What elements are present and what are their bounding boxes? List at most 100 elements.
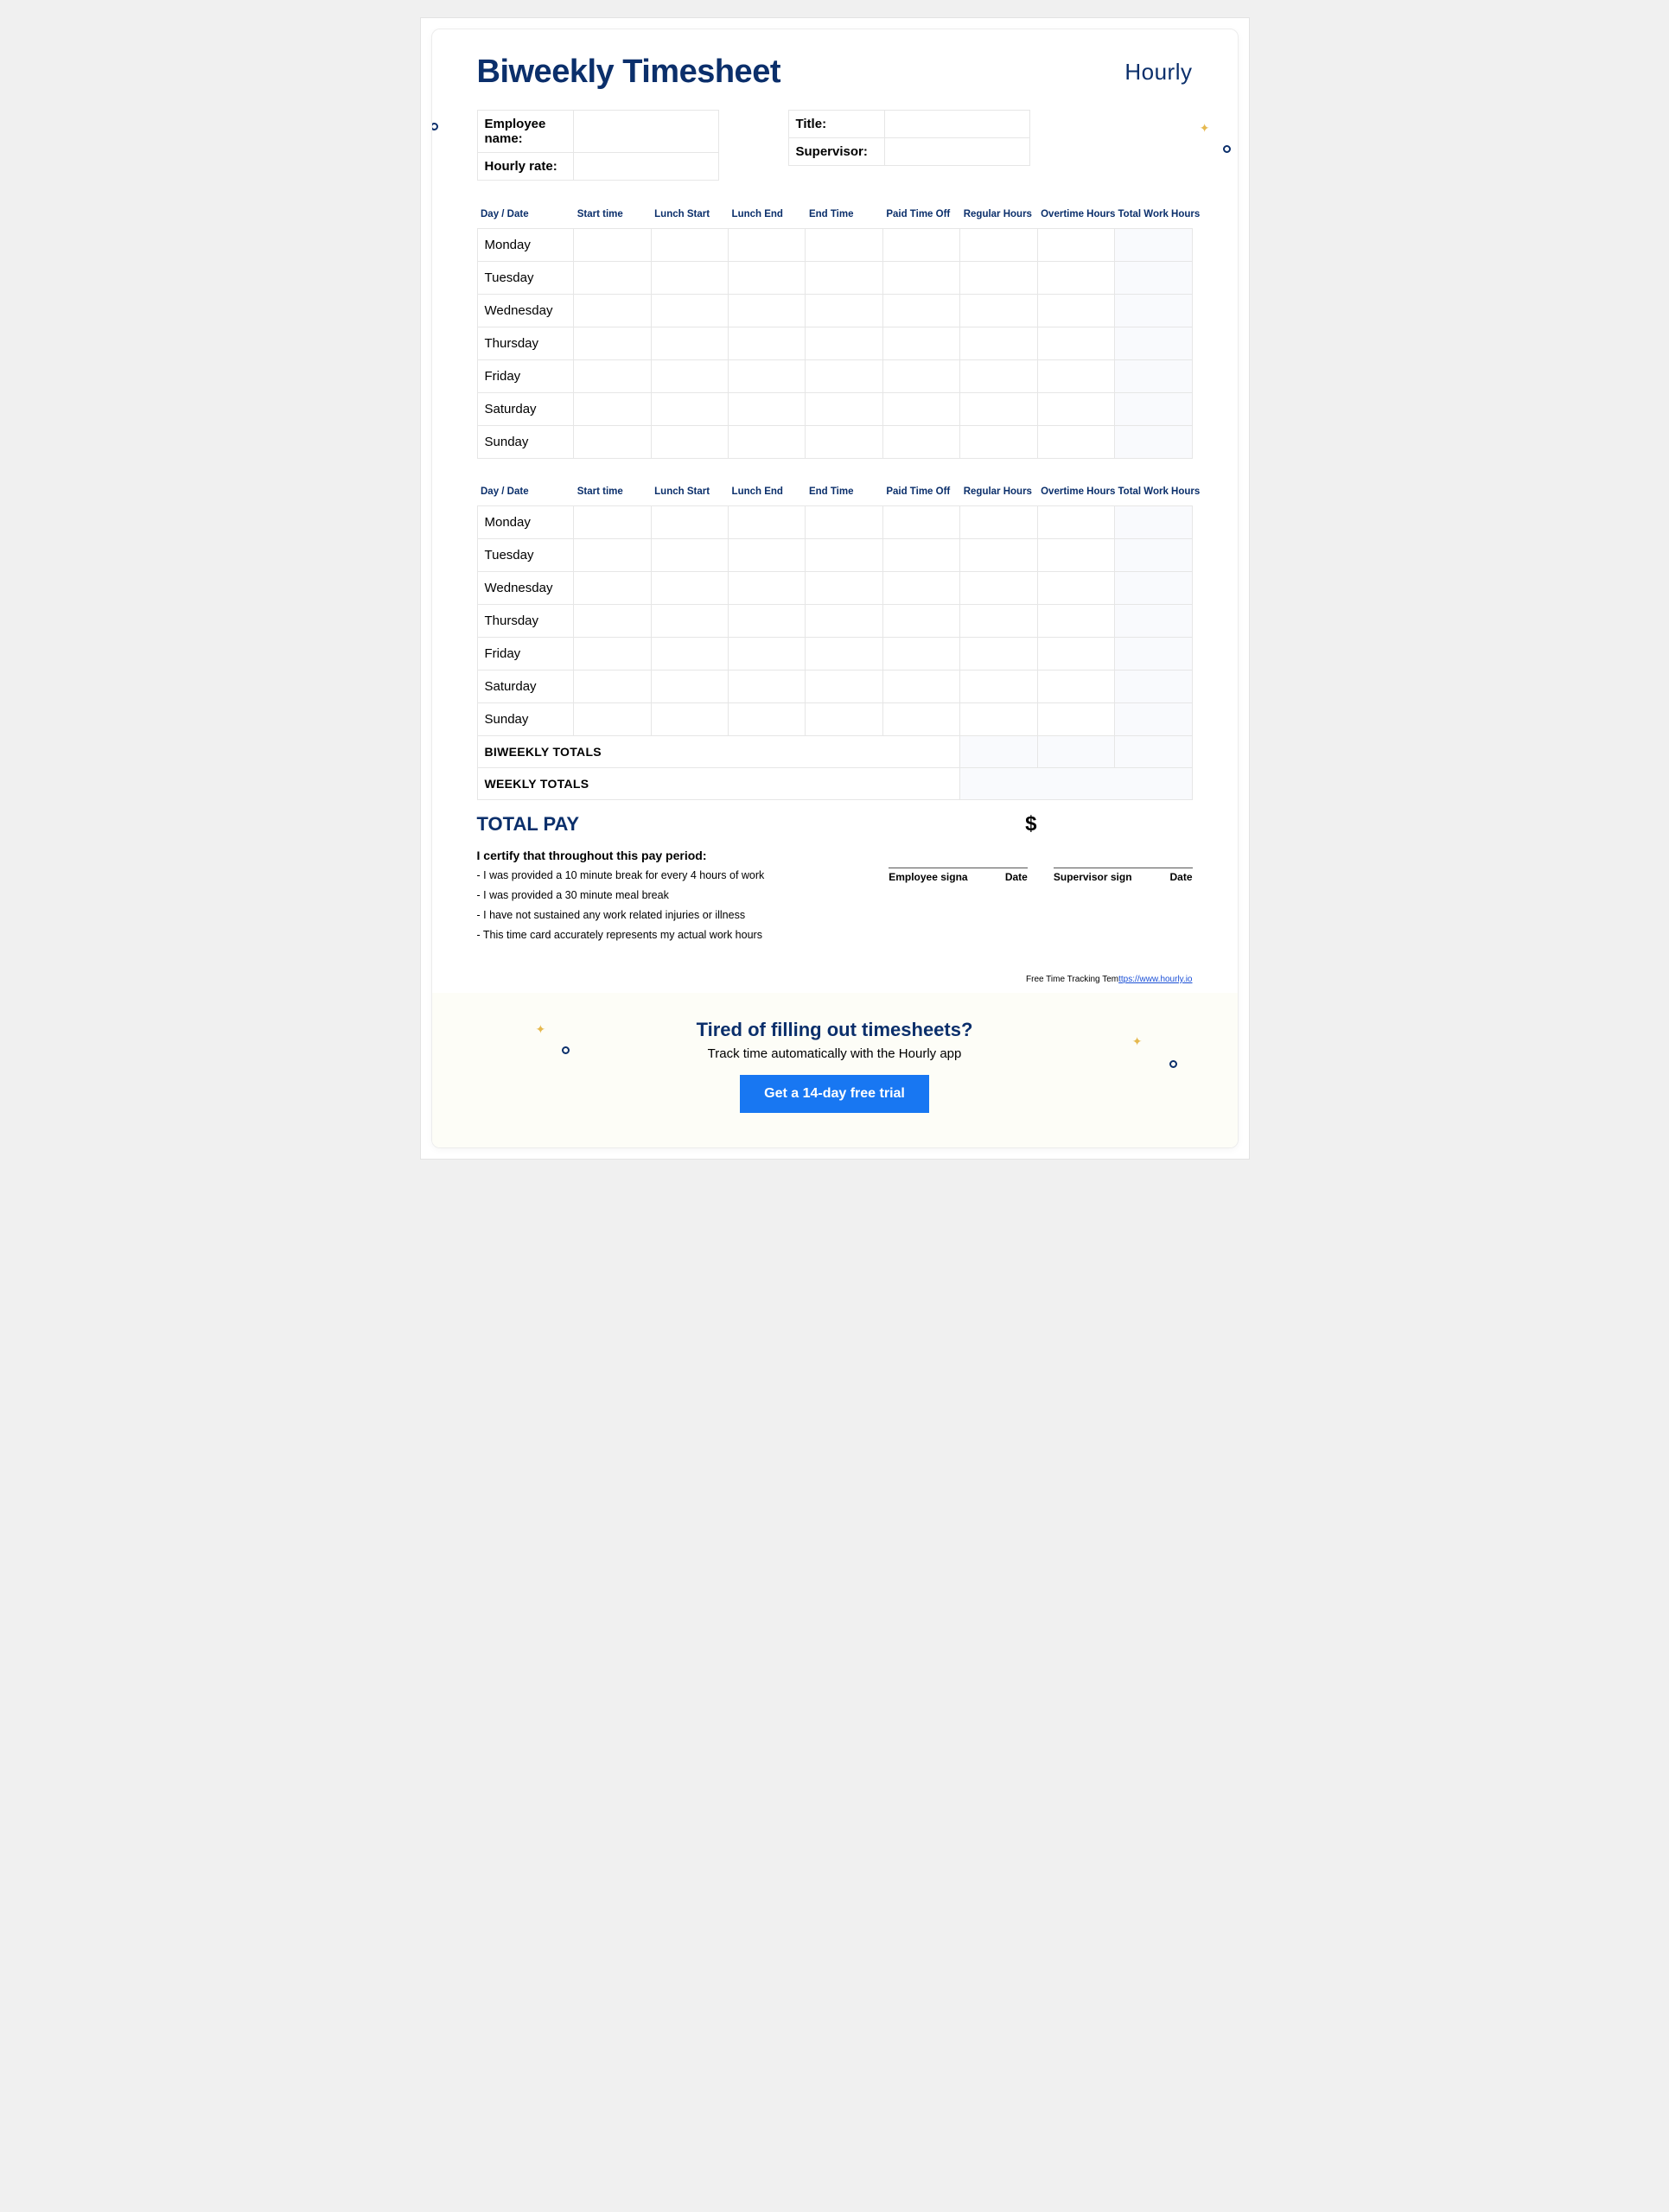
time-cell[interactable] xyxy=(806,295,882,327)
time-cell[interactable] xyxy=(651,426,728,459)
time-cell[interactable] xyxy=(1115,572,1193,605)
time-cell[interactable] xyxy=(806,506,882,539)
time-cell[interactable] xyxy=(1037,539,1114,572)
time-cell[interactable] xyxy=(960,295,1037,327)
time-cell[interactable] xyxy=(882,703,959,736)
time-cell[interactable] xyxy=(574,703,651,736)
biweekly-regular-total[interactable] xyxy=(960,736,1037,768)
time-cell[interactable] xyxy=(574,295,651,327)
time-cell[interactable] xyxy=(960,393,1037,426)
time-cell[interactable] xyxy=(1037,671,1114,703)
time-cell[interactable] xyxy=(574,638,651,671)
time-cell[interactable] xyxy=(574,506,651,539)
time-cell[interactable] xyxy=(1115,506,1193,539)
time-cell[interactable] xyxy=(1037,327,1114,360)
time-cell[interactable] xyxy=(960,229,1037,262)
employee-signature-block[interactable]: Employee signa Date xyxy=(889,868,1028,949)
time-cell[interactable] xyxy=(882,506,959,539)
employee-name-input[interactable] xyxy=(573,111,718,152)
time-cell[interactable] xyxy=(729,295,806,327)
time-cell[interactable] xyxy=(1115,539,1193,572)
time-cell[interactable] xyxy=(960,539,1037,572)
time-cell[interactable] xyxy=(882,605,959,638)
time-cell[interactable] xyxy=(574,327,651,360)
time-cell[interactable] xyxy=(882,327,959,360)
time-cell[interactable] xyxy=(882,572,959,605)
supervisor-signature-block[interactable]: Supervisor sign Date xyxy=(1054,868,1193,949)
time-cell[interactable] xyxy=(651,506,728,539)
time-cell[interactable] xyxy=(574,360,651,393)
time-cell[interactable] xyxy=(1115,360,1193,393)
title-input[interactable] xyxy=(884,111,1029,137)
time-cell[interactable] xyxy=(1037,229,1114,262)
time-cell[interactable] xyxy=(729,262,806,295)
time-cell[interactable] xyxy=(882,229,959,262)
time-cell[interactable] xyxy=(574,229,651,262)
time-cell[interactable] xyxy=(651,539,728,572)
hourly-rate-input[interactable] xyxy=(573,153,718,180)
time-cell[interactable] xyxy=(806,671,882,703)
time-cell[interactable] xyxy=(882,295,959,327)
time-cell[interactable] xyxy=(1115,229,1193,262)
time-cell[interactable] xyxy=(1115,638,1193,671)
time-cell[interactable] xyxy=(651,605,728,638)
time-cell[interactable] xyxy=(1037,605,1114,638)
time-cell[interactable] xyxy=(806,262,882,295)
time-cell[interactable] xyxy=(882,360,959,393)
time-cell[interactable] xyxy=(1037,638,1114,671)
time-cell[interactable] xyxy=(729,506,806,539)
time-cell[interactable] xyxy=(729,229,806,262)
free-trial-button[interactable]: Get a 14-day free trial xyxy=(740,1075,929,1113)
time-cell[interactable] xyxy=(806,605,882,638)
time-cell[interactable] xyxy=(1115,295,1193,327)
time-cell[interactable] xyxy=(1037,262,1114,295)
footer-link[interactable]: ttps://www.hourly.io xyxy=(1118,975,1192,984)
time-cell[interactable] xyxy=(1115,605,1193,638)
time-cell[interactable] xyxy=(574,605,651,638)
time-cell[interactable] xyxy=(651,229,728,262)
time-cell[interactable] xyxy=(574,262,651,295)
time-cell[interactable] xyxy=(574,671,651,703)
time-cell[interactable] xyxy=(960,638,1037,671)
time-cell[interactable] xyxy=(729,638,806,671)
time-cell[interactable] xyxy=(960,262,1037,295)
time-cell[interactable] xyxy=(729,605,806,638)
time-cell[interactable] xyxy=(1115,262,1193,295)
time-cell[interactable] xyxy=(806,426,882,459)
time-cell[interactable] xyxy=(729,360,806,393)
time-cell[interactable] xyxy=(651,360,728,393)
time-cell[interactable] xyxy=(729,703,806,736)
time-cell[interactable] xyxy=(1115,671,1193,703)
time-cell[interactable] xyxy=(806,539,882,572)
time-cell[interactable] xyxy=(1115,327,1193,360)
time-cell[interactable] xyxy=(729,671,806,703)
time-cell[interactable] xyxy=(651,703,728,736)
time-cell[interactable] xyxy=(1037,703,1114,736)
time-cell[interactable] xyxy=(806,393,882,426)
time-cell[interactable] xyxy=(729,572,806,605)
time-cell[interactable] xyxy=(1037,572,1114,605)
time-cell[interactable] xyxy=(960,605,1037,638)
time-cell[interactable] xyxy=(574,572,651,605)
time-cell[interactable] xyxy=(1037,426,1114,459)
time-cell[interactable] xyxy=(651,327,728,360)
time-cell[interactable] xyxy=(806,572,882,605)
time-cell[interactable] xyxy=(729,426,806,459)
time-cell[interactable] xyxy=(1037,295,1114,327)
time-cell[interactable] xyxy=(651,262,728,295)
time-cell[interactable] xyxy=(882,262,959,295)
time-cell[interactable] xyxy=(960,671,1037,703)
time-cell[interactable] xyxy=(960,572,1037,605)
time-cell[interactable] xyxy=(882,638,959,671)
biweekly-total-hours[interactable] xyxy=(1115,736,1193,768)
time-cell[interactable] xyxy=(651,638,728,671)
time-cell[interactable] xyxy=(1115,703,1193,736)
time-cell[interactable] xyxy=(651,671,728,703)
weekly-totals-value[interactable] xyxy=(960,768,1192,800)
time-cell[interactable] xyxy=(729,327,806,360)
time-cell[interactable] xyxy=(729,393,806,426)
time-cell[interactable] xyxy=(1037,393,1114,426)
time-cell[interactable] xyxy=(882,426,959,459)
time-cell[interactable] xyxy=(574,539,651,572)
time-cell[interactable] xyxy=(806,638,882,671)
